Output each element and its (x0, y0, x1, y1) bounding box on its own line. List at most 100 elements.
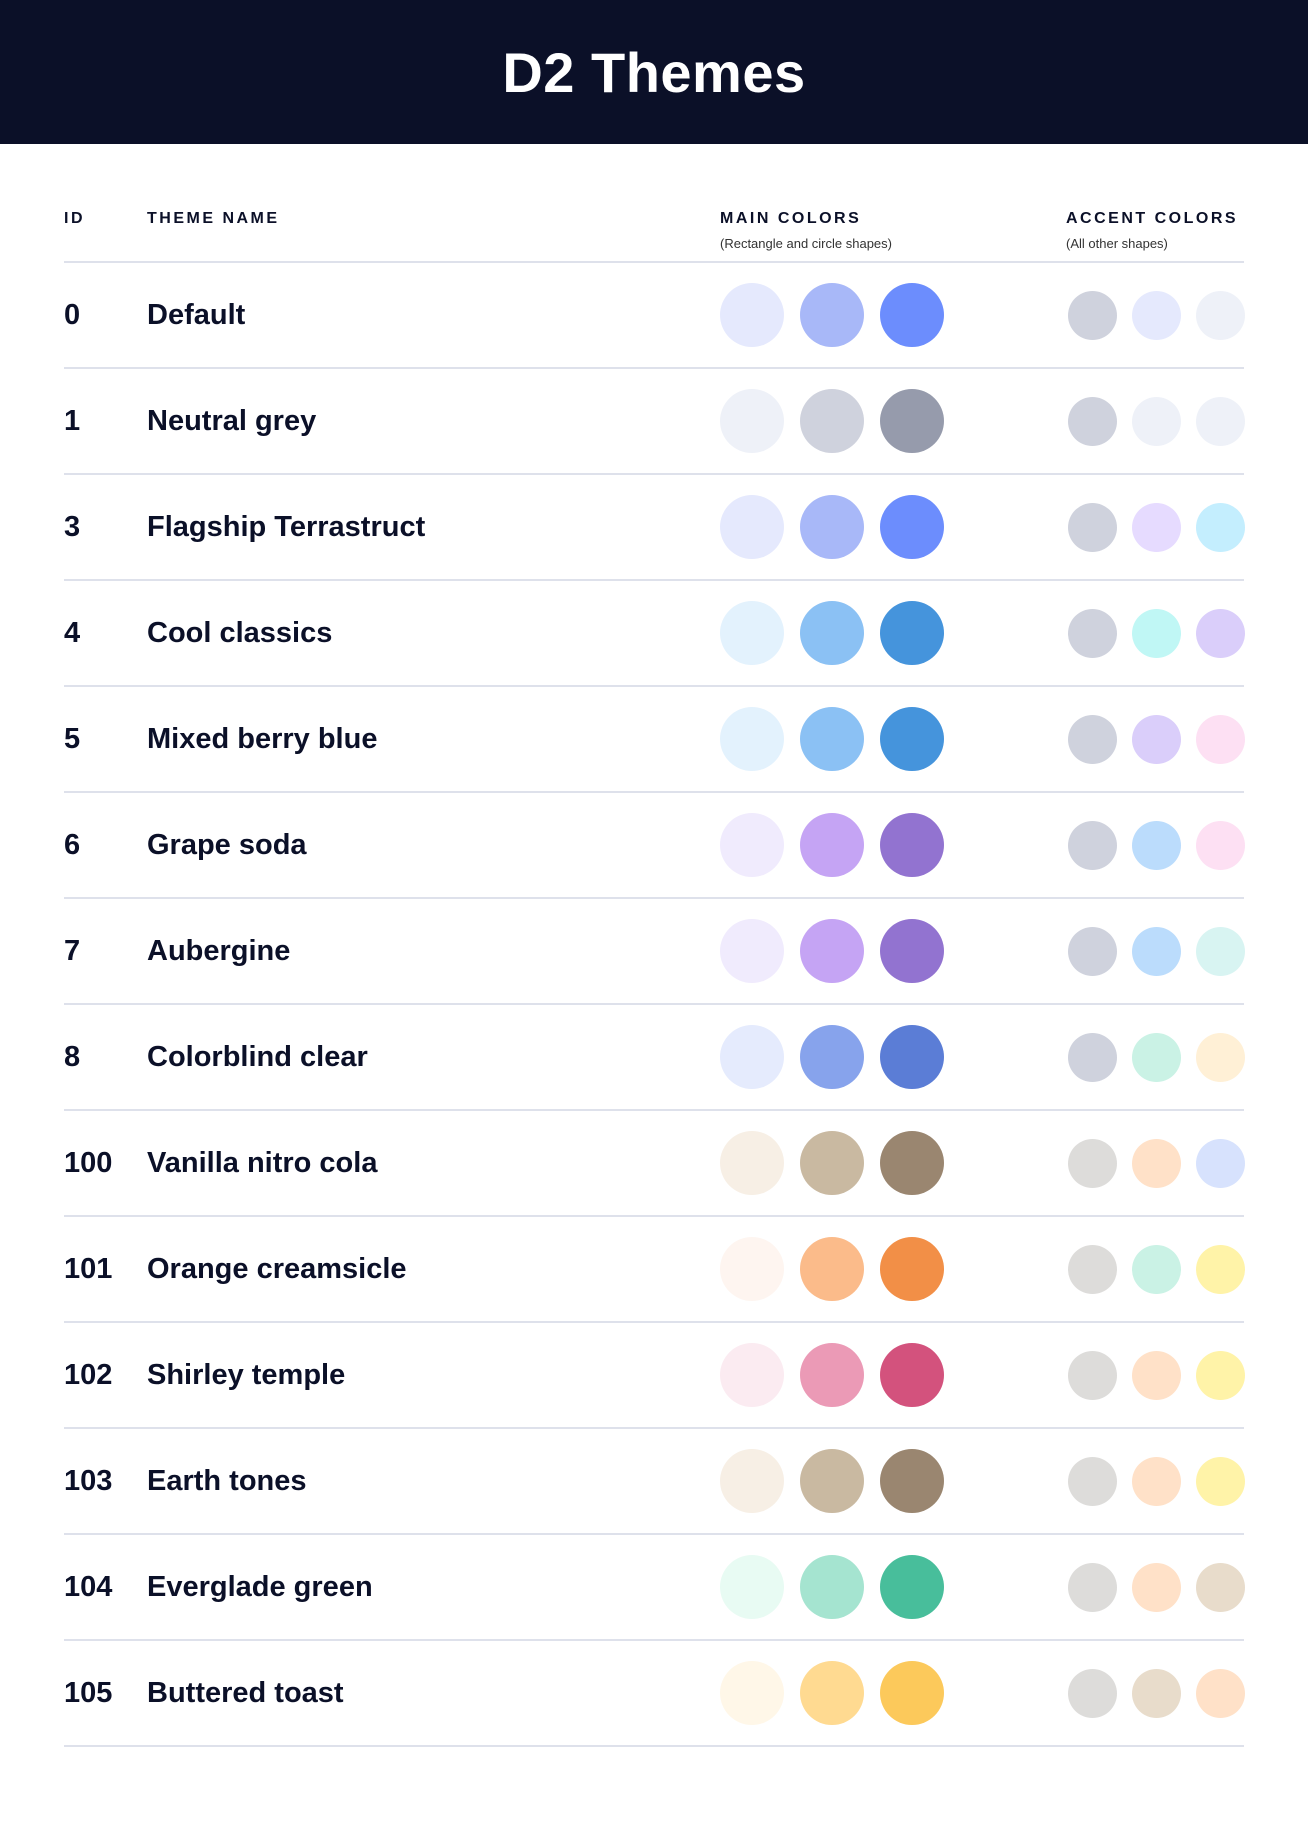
accent-colors (1068, 1669, 1245, 1718)
accent-colors (1068, 397, 1245, 446)
theme-id: 5 (64, 723, 81, 755)
theme-name: Default (147, 299, 246, 331)
main-colors (720, 813, 944, 877)
themes-table: ID THEME NAME MAIN COLORS (Rectangle and… (64, 144, 1245, 1747)
main-color-swatch (800, 1131, 864, 1195)
accent-colors (1068, 1139, 1245, 1188)
theme-name: Vanilla nitro cola (147, 1147, 378, 1179)
theme-name: Cool classics (147, 617, 333, 649)
main-color-swatch (880, 495, 944, 559)
main-color-swatch (720, 1237, 784, 1301)
accent-color-swatch (1132, 503, 1181, 552)
main-colors (720, 389, 944, 453)
accent-color-swatch (1196, 927, 1245, 976)
main-color-swatch (720, 1343, 784, 1407)
accent-color-swatch (1196, 1669, 1245, 1718)
theme-id: 4 (64, 617, 81, 649)
main-color-swatch (720, 813, 784, 877)
accent-color-swatch (1068, 1245, 1117, 1294)
accent-color-swatch (1068, 609, 1117, 658)
main-color-swatch (720, 389, 784, 453)
main-color-swatch (720, 283, 784, 347)
accent-color-swatch (1068, 1139, 1117, 1188)
column-header-main: MAIN COLORS (720, 210, 862, 227)
accent-color-swatch (1132, 1139, 1181, 1188)
accent-colors (1068, 609, 1245, 658)
theme-name: Everglade green (147, 1571, 373, 1603)
table-row: 104 Everglade green (64, 1535, 1245, 1641)
main-colors (720, 919, 944, 983)
main-color-swatch (800, 495, 864, 559)
accent-color-swatch (1068, 1669, 1117, 1718)
table-row: 101 Orange creamsicle (64, 1217, 1245, 1323)
main-color-swatch (880, 919, 944, 983)
main-color-swatch (880, 813, 944, 877)
accent-color-swatch (1132, 1669, 1181, 1718)
main-color-swatch (880, 1555, 944, 1619)
theme-name: Colorblind clear (147, 1041, 368, 1073)
table-row: 103 Earth tones (64, 1429, 1245, 1535)
main-color-swatch (880, 283, 944, 347)
accent-color-swatch (1132, 1457, 1181, 1506)
main-color-swatch (880, 389, 944, 453)
theme-id: 8 (64, 1041, 81, 1073)
accent-color-swatch (1132, 1245, 1181, 1294)
main-colors (720, 1661, 944, 1725)
theme-name: Neutral grey (147, 405, 317, 437)
main-color-swatch (880, 1661, 944, 1725)
main-color-swatch (800, 919, 864, 983)
main-color-swatch (880, 1025, 944, 1089)
accent-color-swatch (1196, 1033, 1245, 1082)
theme-name: Aubergine (147, 935, 291, 967)
main-color-swatch (720, 1555, 784, 1619)
main-color-swatch (800, 813, 864, 877)
accent-colors (1068, 503, 1245, 552)
theme-name: Grape soda (147, 829, 307, 861)
main-color-swatch (880, 601, 944, 665)
main-color-swatch (720, 1661, 784, 1725)
main-color-swatch (800, 1025, 864, 1089)
theme-id: 103 (64, 1465, 113, 1497)
table-row: 7 Aubergine (64, 899, 1245, 1005)
main-colors (720, 1131, 944, 1195)
accent-color-swatch (1132, 715, 1181, 764)
accent-colors (1068, 1457, 1245, 1506)
accent-color-swatch (1196, 609, 1245, 658)
accent-color-swatch (1196, 291, 1245, 340)
accent-colors (1068, 715, 1245, 764)
column-header-accent: ACCENT COLORS (1066, 210, 1239, 227)
table-row: 0 Default (64, 263, 1245, 369)
main-colors (720, 1343, 944, 1407)
table-row: 100 Vanilla nitro cola (64, 1111, 1245, 1217)
theme-name: Shirley temple (147, 1359, 346, 1391)
accent-color-swatch (1068, 503, 1117, 552)
theme-name: Orange creamsicle (147, 1253, 407, 1285)
accent-color-swatch (1068, 1563, 1117, 1612)
main-color-swatch (720, 919, 784, 983)
accent-color-swatch (1196, 715, 1245, 764)
accent-colors (1068, 1245, 1245, 1294)
main-color-swatch (880, 1131, 944, 1195)
accent-colors (1068, 1033, 1245, 1082)
table-row: 105 Buttered toast (64, 1641, 1245, 1747)
accent-color-swatch (1196, 1245, 1245, 1294)
theme-name: Buttered toast (147, 1677, 344, 1709)
accent-color-swatch (1068, 715, 1117, 764)
accent-color-swatch (1068, 1351, 1117, 1400)
main-colors (720, 495, 944, 559)
main-colors (720, 1449, 944, 1513)
main-colors (720, 601, 944, 665)
theme-id: 6 (64, 829, 81, 861)
table-header: ID THEME NAME MAIN COLORS (Rectangle and… (64, 144, 1244, 263)
accent-color-swatch (1132, 1351, 1181, 1400)
main-color-swatch (800, 389, 864, 453)
theme-id: 3 (64, 511, 81, 543)
theme-id: 0 (64, 299, 81, 331)
accent-colors (1068, 1563, 1245, 1612)
main-color-swatch (800, 1555, 864, 1619)
main-color-swatch (720, 1449, 784, 1513)
accent-color-swatch (1196, 503, 1245, 552)
main-color-swatch (800, 1661, 864, 1725)
main-color-swatch (720, 1025, 784, 1089)
theme-id: 102 (64, 1359, 113, 1391)
